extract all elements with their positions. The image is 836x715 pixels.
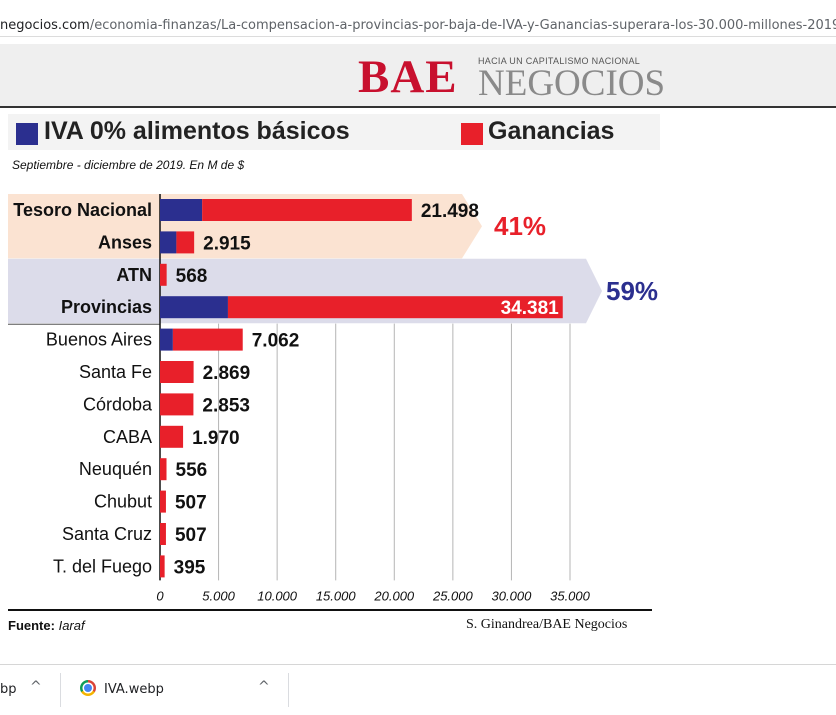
bar-ganancias [160,393,194,416]
bar-ganancias [202,199,412,221]
url-text[interactable]: negocios.com/economia-finanzas/La-compen… [0,18,836,33]
chart-legend: IVA 0% alimentos básicos Ganancias [8,114,660,150]
x-tick-label: 0 [156,588,164,603]
chart-subtitle: Septiembre - diciembre de 2019. En M de … [12,158,245,172]
x-tick-label: 10.000 [257,588,298,603]
bar-ganancias [172,328,243,351]
value-label: 2.915 [203,233,251,254]
chart-bottom-rule [8,609,652,611]
download-separator [288,673,289,707]
url-host: negocios.com [0,18,90,33]
category-label: CABA [103,427,152,447]
download-item-1[interactable]: bp [0,682,17,697]
bar-iva [160,199,203,221]
value-label: 34.381 [501,298,560,319]
category-label: ATN [116,265,152,285]
category-label: Anses [98,232,152,252]
bar-ganancias [160,425,184,448]
category-label: T. del Fuego [53,556,152,576]
category-label: Santa Fe [79,362,152,382]
download-separator [60,673,61,707]
address-bar[interactable]: negocios.com/economia-finanzas/La-compen… [0,0,836,44]
value-label: 507 [175,525,207,546]
annotation-provincial: 59% [606,276,658,306]
bar-ganancias [160,361,194,383]
chrome-file-icon [80,680,96,696]
chevron-up-icon[interactable]: ^ [258,679,270,695]
source-line: Fuente: Iaraf [8,618,85,633]
value-label: 7.062 [252,331,300,352]
bar-ganancias [160,490,166,513]
legend-swatch-iva [16,123,38,145]
category-label: Provincias [61,297,152,317]
x-tick-label: 20.000 [373,588,415,603]
bar-iva [160,296,228,319]
logo-tagline: HACIA UN CAPITALISMO NACIONAL [478,56,641,66]
header-rule [0,106,836,108]
source-label: Fuente: [8,618,55,633]
x-tick-label: 15.000 [316,588,357,603]
value-label: 2.853 [202,395,250,416]
logo-bae: BAE [358,51,458,103]
bar-ganancias [160,263,167,286]
newspaper-header [0,44,836,108]
value-label: 556 [176,460,208,481]
bar-ganancias [227,296,563,319]
url-path: /economia-finanzas/La-compensacion-a-pro… [89,18,836,33]
category-label: Tesoro Nacional [13,200,152,220]
x-tick-label: 25.000 [432,588,474,603]
legend-swatch-ganancias [461,123,483,145]
annotation-national: 41% [494,211,546,241]
chevron-up-icon[interactable]: ^ [30,679,42,695]
downloads-bar: bp ^ IVA.webp ^ [0,664,836,715]
value-label: 395 [174,557,206,578]
bar-ganancias [160,523,166,545]
bar-ganancias [176,231,195,254]
bar-chart: Tesoro Nacional 21.498 Anses 2.915 ATN 568 Pro… [8,194,658,603]
chart-credit: S. Ginandrea/BAE Negocios [466,617,628,632]
category-label: Buenos Aires [46,330,152,350]
category-label: Santa Cruz [62,524,152,544]
value-label: 1.970 [192,428,240,449]
source-value: Iaraf [58,618,85,633]
legend-label-iva: IVA 0% alimentos básicos [44,117,350,145]
value-label: 2.869 [203,363,251,384]
bar-ganancias [160,555,165,578]
bar-iva [160,231,177,254]
category-label: Neuquén [79,459,152,479]
x-tick-label: 35.000 [550,588,591,603]
bar-iva [160,328,173,351]
bar-ganancias [160,458,167,481]
value-label: 21.498 [421,201,479,222]
category-label: Chubut [94,492,152,512]
legend-label-ganancias: Ganancias [488,117,615,145]
logo-negocios: NEGOCIOS [478,63,666,104]
value-label: 507 [175,493,207,514]
category-label: Córdoba [83,394,153,414]
address-bar-divider [0,36,836,37]
x-tick-label: 30.000 [492,588,533,603]
x-tick-label: 5.000 [202,588,235,603]
download-item-2[interactable]: IVA.webp [104,682,164,697]
value-label: 568 [176,266,208,287]
